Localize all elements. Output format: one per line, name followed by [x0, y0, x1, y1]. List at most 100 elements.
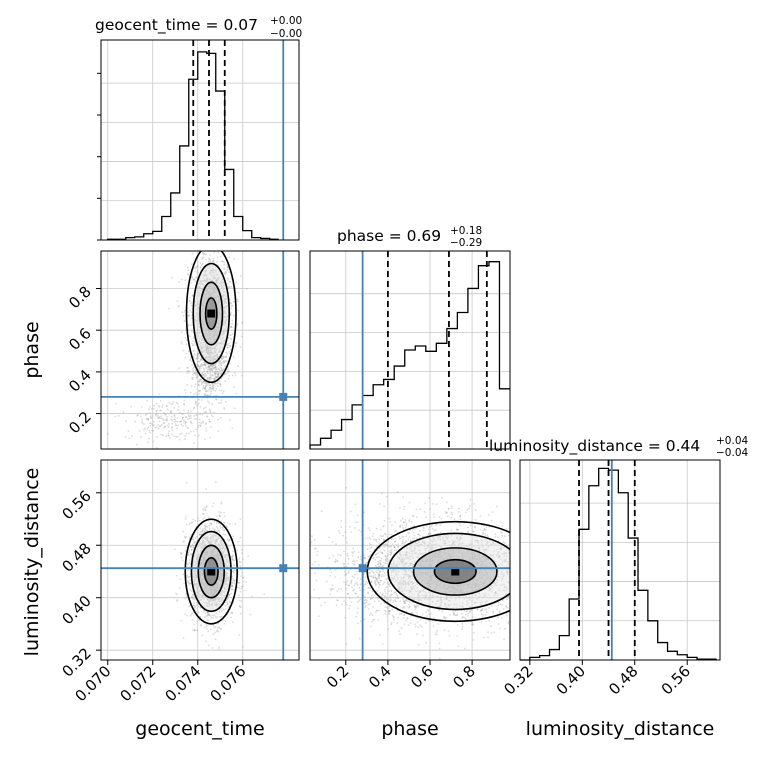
scatter-point	[212, 386, 215, 389]
scatter-point	[516, 517, 518, 519]
scatter-point	[203, 516, 206, 519]
scatter-point	[153, 404, 156, 407]
scatter-point	[213, 382, 216, 385]
scatter-point	[488, 513, 490, 516]
scatter-point	[470, 623, 473, 626]
scatter-point	[218, 382, 221, 385]
scatter-point	[217, 367, 220, 370]
scatter-point	[239, 274, 242, 277]
scatter-point	[199, 527, 201, 530]
scatter-point	[184, 388, 186, 391]
scatter-point	[173, 414, 176, 417]
scatter-point	[193, 418, 196, 420]
scatter-point	[191, 276, 194, 279]
scatter-point	[427, 610, 430, 612]
scatter-point	[232, 314, 235, 317]
scatter-point	[152, 424, 155, 427]
scatter-point	[189, 302, 192, 305]
scatter-point	[351, 554, 354, 557]
scatter-point	[242, 576, 244, 579]
scatter-point	[417, 643, 420, 646]
scatter-point	[200, 359, 203, 362]
scatter-point	[211, 647, 214, 649]
scatter-point	[212, 384, 215, 387]
scatter-point	[217, 373, 220, 376]
scatter-point	[206, 244, 208, 246]
scatter-point	[533, 550, 535, 552]
scatter-point	[213, 529, 216, 532]
scatter-point	[149, 412, 152, 414]
scatter-point	[233, 301, 236, 303]
scatter-point	[402, 600, 405, 603]
scatter-point	[196, 372, 198, 374]
scatter-point	[192, 541, 195, 544]
scatter-point	[433, 617, 436, 620]
scatter-point	[214, 389, 217, 392]
scatter-point	[220, 401, 223, 404]
scatter-point	[220, 222, 222, 224]
scatter-point	[219, 360, 222, 362]
scatter-point	[228, 362, 231, 365]
scatter-point	[228, 593, 231, 596]
scatter-point	[183, 582, 185, 585]
scatter-point	[202, 387, 204, 390]
scatter-point	[149, 415, 152, 417]
scatter-point	[337, 553, 340, 556]
scatter-point	[189, 575, 191, 578]
scatter-point	[440, 518, 443, 520]
scatter-point	[513, 581, 515, 583]
scatter-point	[177, 424, 179, 427]
scatter-point	[157, 417, 160, 420]
scatter-point	[204, 530, 207, 532]
scatter-point	[533, 546, 535, 548]
scatter-point	[488, 606, 491, 609]
scatter-point	[202, 508, 204, 511]
scatter-point	[203, 364, 205, 366]
scatter-point	[208, 365, 210, 368]
scatter-point	[192, 518, 195, 521]
scatter-point	[186, 266, 189, 269]
scatter-point	[191, 252, 194, 255]
scatter-point	[217, 373, 220, 376]
scatter-point	[199, 365, 201, 367]
scatter-point	[158, 425, 161, 428]
scatter-point	[204, 528, 207, 531]
scatter-point	[204, 507, 206, 509]
scatter-point	[166, 424, 169, 427]
scatter-point	[379, 634, 382, 636]
phase-hist-bar-7	[384, 379, 395, 449]
scatter-point	[548, 561, 550, 563]
scatter-point	[542, 624, 544, 626]
scatter-point	[220, 501, 223, 504]
scatter-point	[200, 363, 203, 366]
scatter-point	[228, 601, 231, 603]
scatter-point	[619, 562, 621, 564]
scatter-point	[210, 387, 213, 389]
scatter-point	[522, 545, 524, 547]
scatter-point	[213, 377, 216, 380]
scatter-point	[561, 592, 563, 594]
scatter-point	[198, 402, 200, 405]
scatter-point	[382, 592, 384, 595]
scatter-point	[195, 276, 197, 279]
scatter-point	[204, 509, 207, 512]
scatter-point	[210, 374, 213, 377]
scatter-point	[152, 429, 155, 432]
scatter-point	[183, 419, 185, 422]
scatter-point	[454, 610, 457, 612]
scatter-point	[215, 376, 218, 379]
scatter-point	[199, 378, 202, 381]
scatter-point	[511, 545, 513, 547]
geocent-time-hist-bar-12	[216, 91, 225, 240]
phase-hist-bar-15	[468, 288, 479, 449]
phase-lumdist-plot-area	[310, 486, 621, 660]
scatter-point	[220, 628, 223, 630]
scatter-point	[544, 578, 546, 580]
scatter-point	[167, 426, 170, 428]
scatter-point	[208, 420, 211, 423]
scatter-point	[203, 380, 206, 383]
scatter-point	[194, 400, 197, 403]
scatter-point	[197, 271, 199, 274]
scatter-point	[353, 584, 356, 587]
